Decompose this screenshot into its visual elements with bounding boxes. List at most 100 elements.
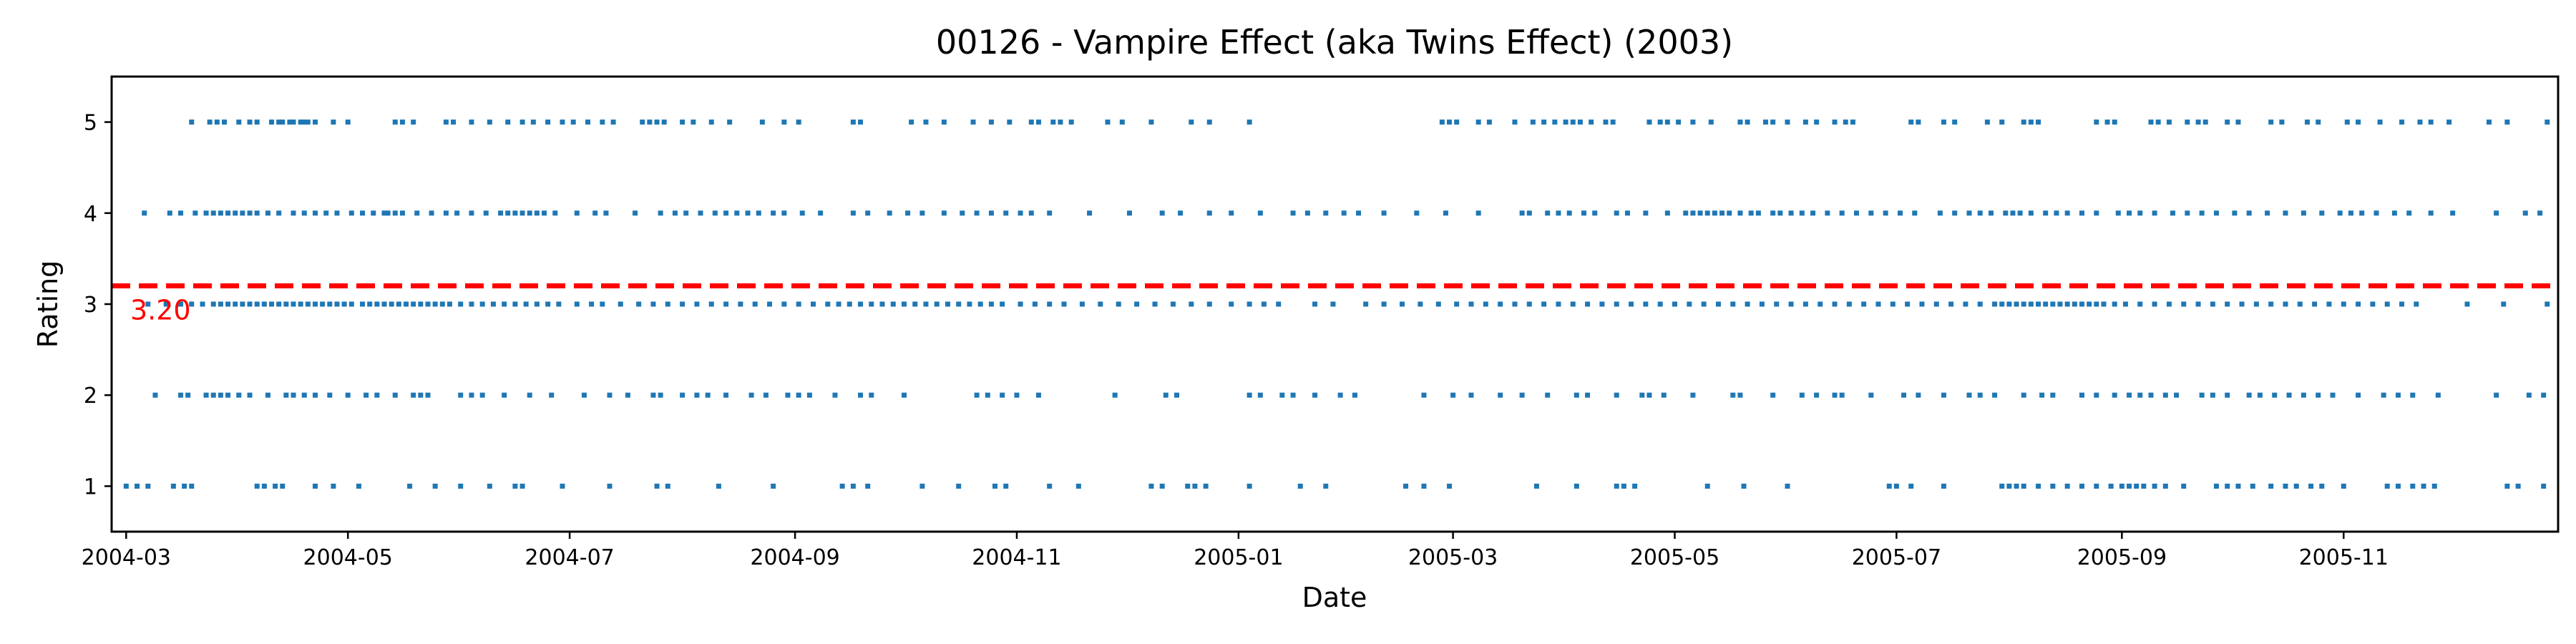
data-point — [2028, 210, 2034, 216]
data-point — [1992, 301, 1998, 307]
data-point — [1454, 119, 1460, 125]
data-point — [1643, 301, 1649, 307]
data-point — [1541, 301, 1547, 307]
data-point — [1999, 119, 2005, 125]
data-point — [273, 483, 278, 489]
data-point — [1893, 483, 1899, 489]
data-point — [625, 392, 630, 398]
data-point — [771, 483, 776, 489]
data-point — [723, 301, 729, 307]
data-point — [1363, 301, 1369, 307]
data-point — [1941, 483, 1946, 489]
data-point — [869, 301, 874, 307]
data-point — [1690, 119, 1696, 125]
data-point — [781, 301, 787, 307]
data-point — [825, 301, 831, 307]
data-point — [745, 210, 751, 216]
data-point — [869, 392, 874, 398]
data-point — [301, 119, 307, 125]
data-point — [2501, 301, 2507, 307]
data-point — [1759, 301, 1765, 307]
data-point — [967, 301, 972, 307]
data-point — [956, 301, 962, 307]
data-point — [2127, 483, 2132, 489]
data-point — [865, 483, 871, 489]
data-point — [1741, 483, 1747, 489]
data-point — [1839, 210, 1845, 216]
data-point — [1098, 301, 1103, 307]
data-point — [1189, 301, 1194, 307]
data-point — [519, 210, 525, 216]
data-point — [360, 301, 366, 307]
data-point — [458, 483, 464, 489]
data-point — [570, 119, 576, 125]
data-point — [323, 210, 329, 216]
data-point — [2486, 119, 2492, 125]
data-point — [2395, 483, 2401, 489]
data-point — [2112, 301, 2117, 307]
data-point — [2108, 483, 2114, 489]
data-point — [618, 301, 623, 307]
data-point — [1850, 119, 1855, 125]
data-point — [680, 301, 686, 307]
data-point — [1629, 301, 1634, 307]
data-point — [203, 392, 209, 398]
data-point — [1468, 301, 1474, 307]
data-point — [1000, 392, 1005, 398]
data-point — [650, 301, 656, 307]
data-point — [2148, 119, 2154, 125]
data-point — [2541, 392, 2547, 398]
data-point — [1592, 210, 1598, 216]
data-point — [992, 483, 997, 489]
data-point — [2522, 210, 2528, 216]
data-point — [694, 392, 700, 398]
data-point — [2246, 392, 2252, 398]
data-point — [530, 119, 536, 125]
data-point — [1737, 392, 1743, 398]
data-point — [2316, 119, 2321, 125]
data-point — [265, 392, 270, 398]
data-point — [654, 119, 660, 125]
data-point — [2435, 392, 2441, 398]
data-point — [2213, 483, 2219, 489]
data-point — [941, 210, 947, 216]
data-point — [2545, 119, 2550, 125]
data-point — [2395, 392, 2401, 398]
data-point — [556, 301, 562, 307]
data-point — [2301, 210, 2306, 216]
data-point — [2330, 392, 2336, 398]
data-point — [640, 119, 645, 125]
data-point — [1563, 119, 1568, 125]
data-point — [1886, 483, 1892, 489]
data-point — [2115, 210, 2121, 216]
data-point — [1737, 210, 1743, 216]
data-point — [1715, 301, 1721, 307]
data-point — [723, 210, 729, 216]
data-point — [2050, 301, 2056, 307]
data-point — [2268, 483, 2274, 489]
data-point — [1977, 301, 1983, 307]
data-point — [345, 392, 351, 398]
data-point — [1875, 301, 1881, 307]
data-point — [145, 483, 151, 489]
data-point — [1352, 392, 1357, 398]
data-point — [1933, 301, 1939, 307]
data-point — [1657, 119, 1663, 125]
data-point — [738, 301, 743, 307]
data-point — [1068, 119, 1074, 125]
data-point — [218, 210, 223, 216]
data-point — [560, 483, 565, 489]
data-point — [2036, 301, 2041, 307]
data-point — [2391, 210, 2397, 216]
data-point — [574, 301, 580, 307]
data-point — [331, 483, 336, 489]
data-point — [2021, 301, 2026, 307]
data-point — [977, 301, 983, 307]
data-point — [905, 210, 911, 216]
data-point — [723, 392, 729, 398]
data-point — [1159, 483, 1165, 489]
data-point — [658, 210, 663, 216]
data-point — [2079, 210, 2084, 216]
data-point — [298, 301, 303, 307]
data-point — [2541, 483, 2547, 489]
